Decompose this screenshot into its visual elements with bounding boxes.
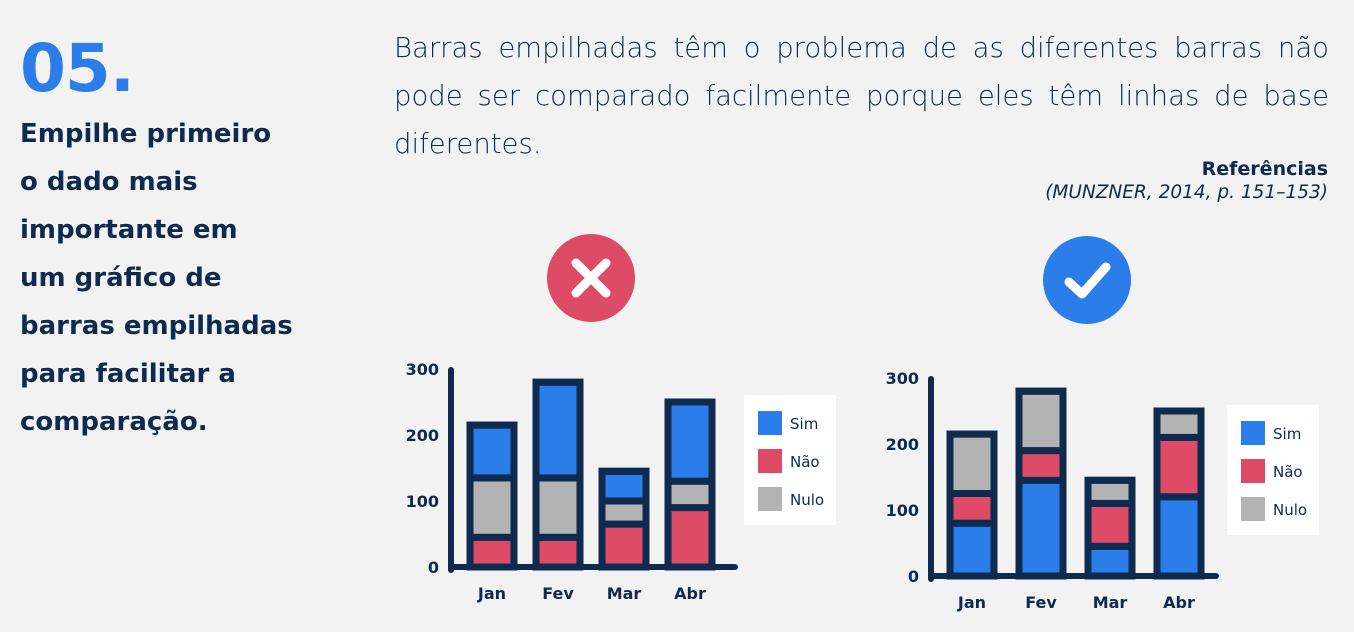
legend-label: Sim xyxy=(790,415,818,433)
x-tick-label: Fev xyxy=(1025,593,1057,612)
bar-segment-sim xyxy=(1015,476,1067,580)
headline-line: Empilhe primeiro xyxy=(20,119,272,149)
y-tick-label: 100 xyxy=(406,492,439,511)
bar-segment-sim xyxy=(598,467,650,505)
bar-segment-sim xyxy=(1084,542,1136,580)
y-tick-label: 0 xyxy=(428,558,439,577)
headline-line: um gráfico de xyxy=(20,263,222,293)
right-badge xyxy=(1043,236,1131,324)
bar-segment-nao xyxy=(664,504,716,571)
bar-segment-nao xyxy=(1084,499,1136,550)
wrong-badge xyxy=(547,234,635,322)
y-tick-label: 0 xyxy=(908,567,919,586)
y-tick-label: 100 xyxy=(886,501,919,520)
y-tick-label: 300 xyxy=(406,360,439,379)
legend-label: Não xyxy=(1273,463,1303,481)
legend: Sim Não Nulo xyxy=(1227,405,1319,535)
headline-line: para facilitar a xyxy=(20,359,236,389)
headline: Empilhe primeiro o dado mais importante … xyxy=(20,110,340,446)
bar-segment-sim xyxy=(946,519,998,580)
x-tick-label: Fev xyxy=(542,584,574,603)
x-tick-label: Mar xyxy=(607,584,642,603)
y-tick-label: 200 xyxy=(406,426,439,445)
x-tick-label: Mar xyxy=(1093,593,1128,612)
y-tick-label: 300 xyxy=(886,369,919,388)
bar-segment-nulo xyxy=(1015,387,1067,455)
reference-citation: (MUNZNER, 2014, p. 151–153) xyxy=(1045,182,1328,203)
legend: Sim Não Nulo xyxy=(744,395,836,525)
bar-segment-nulo xyxy=(1153,407,1205,441)
stacked-bar-chart-wrong: 0 100 200 300 Jan Fev Mar Abr Sim Não Nulo xyxy=(406,360,836,603)
stacked-bar-chart-right: 0 100 200 300 Jan Fev Mar Abr Sim Não Nulo xyxy=(886,369,1319,612)
description: Barras empilhadas têm o problema de as d… xyxy=(394,32,1329,160)
bar-segment-nulo xyxy=(946,430,998,497)
bar-segment-sim xyxy=(532,378,584,482)
headline-line: barras empilhadas xyxy=(20,311,293,341)
legend-label: Nulo xyxy=(1273,501,1307,519)
bar-segment-nao xyxy=(946,490,998,527)
legend-swatch xyxy=(758,449,782,473)
headline-line: o dado mais xyxy=(20,167,198,197)
legend-label: Nulo xyxy=(790,491,824,509)
legend-swatch xyxy=(1241,459,1265,483)
headline-line: importante em xyxy=(20,215,238,245)
bar-segment-nao xyxy=(1015,447,1067,484)
legend-swatch xyxy=(1241,421,1265,445)
legend-label: Sim xyxy=(1273,425,1301,443)
slide-number: 05. xyxy=(20,30,135,107)
x-mark-icon xyxy=(547,234,635,322)
bar-segment-nao xyxy=(466,533,518,571)
bar-segment-nulo xyxy=(664,477,716,512)
bar-segment-sim xyxy=(1153,493,1205,580)
bar-segment-sim xyxy=(466,421,518,482)
bar-segment-nulo xyxy=(532,474,584,541)
x-tick-label: Abr xyxy=(1163,593,1195,612)
legend-swatch xyxy=(758,487,782,511)
headline-line: comparação. xyxy=(20,407,208,437)
bar-segment-nulo xyxy=(466,474,518,541)
reference-title: Referências xyxy=(1201,158,1328,180)
y-tick-label: 200 xyxy=(886,435,919,454)
legend-swatch xyxy=(1241,497,1265,521)
bar-segment-nao xyxy=(598,520,650,571)
bar-segment-nao xyxy=(532,533,584,571)
x-tick-label: Jan xyxy=(957,593,986,612)
x-tick-label: Jan xyxy=(477,584,506,603)
x-tick-label: Abr xyxy=(674,584,706,603)
bar-segment-nao xyxy=(1153,433,1205,501)
check-mark-icon xyxy=(1043,236,1131,324)
legend-label: Não xyxy=(790,453,820,471)
bar-segment-sim xyxy=(664,398,716,485)
legend-swatch xyxy=(758,411,782,435)
